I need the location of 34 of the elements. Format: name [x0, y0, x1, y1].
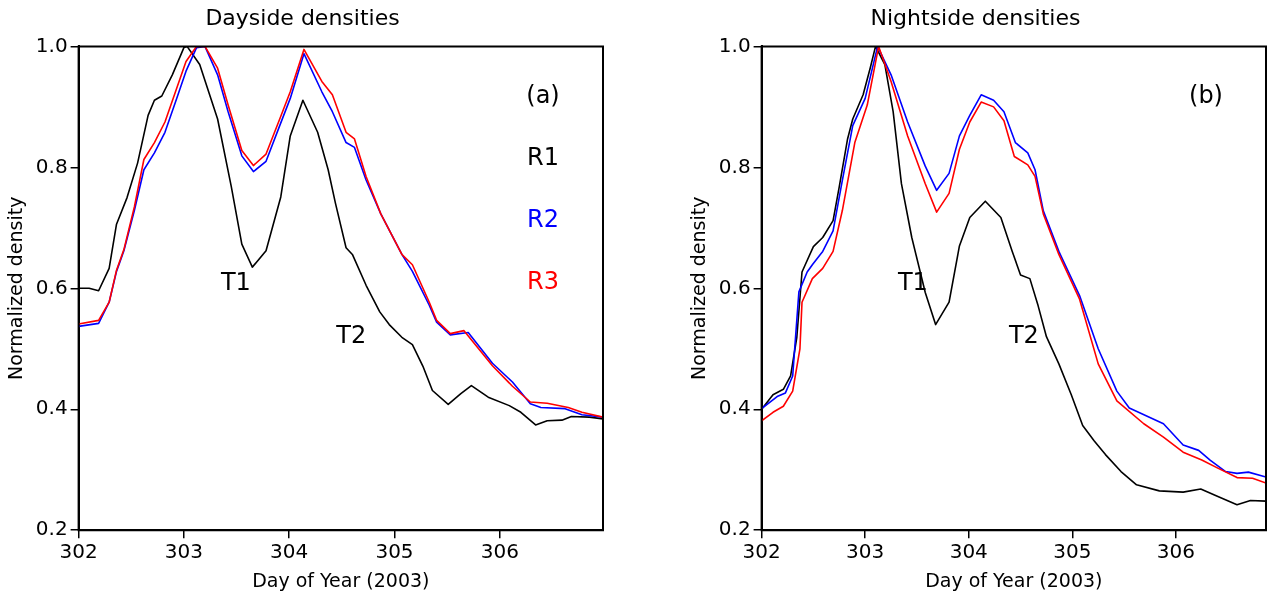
x-tick-label: 305 — [1053, 539, 1092, 564]
y-axis-title: Normalized density — [687, 196, 710, 381]
x-tick-label: 304 — [949, 539, 988, 564]
text: R3 — [527, 266, 559, 295]
chart-title: Nightside densities — [870, 4, 1081, 30]
y-tick-label: 0.4 — [35, 395, 68, 420]
x-tick-label: 303 — [846, 539, 885, 564]
text: R2 — [527, 204, 559, 233]
annotation: T2 — [1007, 320, 1039, 349]
x-tick-label: 305 — [375, 539, 414, 564]
x-axis-title: Day of Year (2003) — [252, 568, 430, 591]
x-tick-label: 303 — [164, 539, 203, 564]
y-tick-label: 0.2 — [35, 516, 68, 541]
x-tick-label: 304 — [270, 539, 309, 564]
y-axis-title: Normalized density — [4, 196, 27, 381]
y-tick-label: 0.4 — [718, 395, 751, 420]
y-tick-label: 0.6 — [718, 274, 751, 299]
y-tick-label: 0.8 — [718, 153, 751, 178]
y-tick-label: 1.0 — [718, 32, 751, 57]
annotation: T2 — [335, 320, 367, 349]
y-tick-label: 0.6 — [35, 274, 68, 299]
y-tick-label: 0.8 — [35, 153, 68, 178]
annotation: (b) — [1189, 80, 1223, 109]
annotation: (a) — [526, 80, 560, 109]
y-tick-label: 0.2 — [718, 516, 751, 541]
x-tick-label: 306 — [1156, 539, 1195, 564]
annotation: T1 — [219, 267, 251, 296]
chart-title: Dayside densities — [205, 4, 400, 30]
text: R1 — [527, 142, 559, 171]
y-tick-label: 1.0 — [35, 32, 68, 57]
x-axis-title: Day of Year (2003) — [925, 568, 1103, 591]
x-tick-label: 302 — [742, 539, 781, 564]
x-tick-label: 306 — [480, 539, 519, 564]
x-tick-label: 302 — [59, 539, 98, 564]
